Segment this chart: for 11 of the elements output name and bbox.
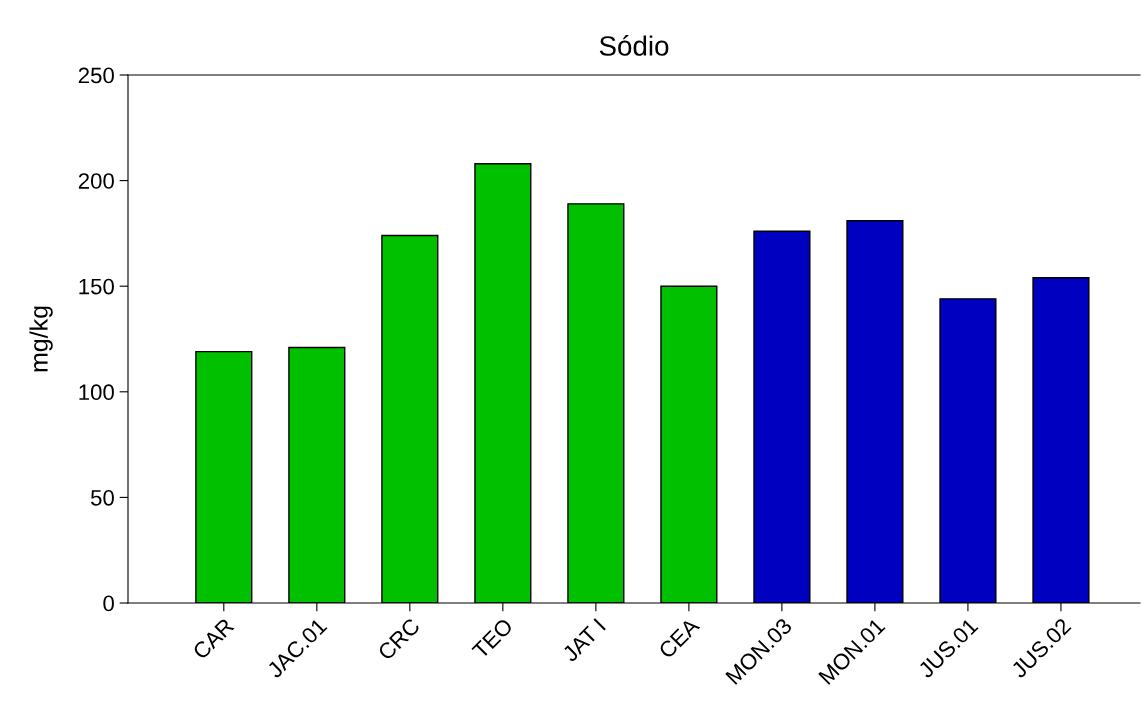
chart-title: Sódio bbox=[599, 35, 669, 56]
x-tick-label: JAT I bbox=[561, 618, 606, 663]
x-tick-label: CEA bbox=[657, 616, 701, 660]
y-tick-label: 200 bbox=[78, 173, 114, 189]
y-tick-label: 0 bbox=[103, 595, 114, 612]
y-tick-label: 250 bbox=[78, 67, 114, 84]
y-tick-label: 100 bbox=[79, 384, 114, 401]
y-axis-title: mg/kg bbox=[29, 306, 53, 372]
y-tick-label: 150 bbox=[79, 278, 114, 295]
x-tick-label: TEO bbox=[471, 617, 514, 660]
y-tick-label: 50 bbox=[90, 489, 114, 506]
